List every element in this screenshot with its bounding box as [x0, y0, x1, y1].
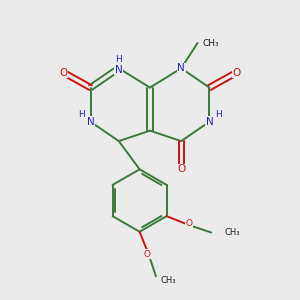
Text: H: H [78, 110, 85, 119]
Text: CH₃: CH₃ [160, 276, 176, 285]
Text: O: O [177, 164, 185, 174]
Text: N: N [115, 65, 123, 75]
Text: CH₃: CH₃ [202, 38, 219, 47]
Text: N: N [87, 117, 94, 127]
Text: H: H [116, 55, 122, 64]
Text: CH₃: CH₃ [225, 228, 240, 237]
Text: O: O [185, 219, 192, 228]
Text: O: O [60, 68, 68, 78]
Text: H: H [215, 110, 222, 119]
Text: O: O [232, 68, 240, 78]
Text: N: N [177, 63, 185, 73]
Text: O: O [143, 250, 151, 259]
Text: N: N [206, 117, 213, 127]
